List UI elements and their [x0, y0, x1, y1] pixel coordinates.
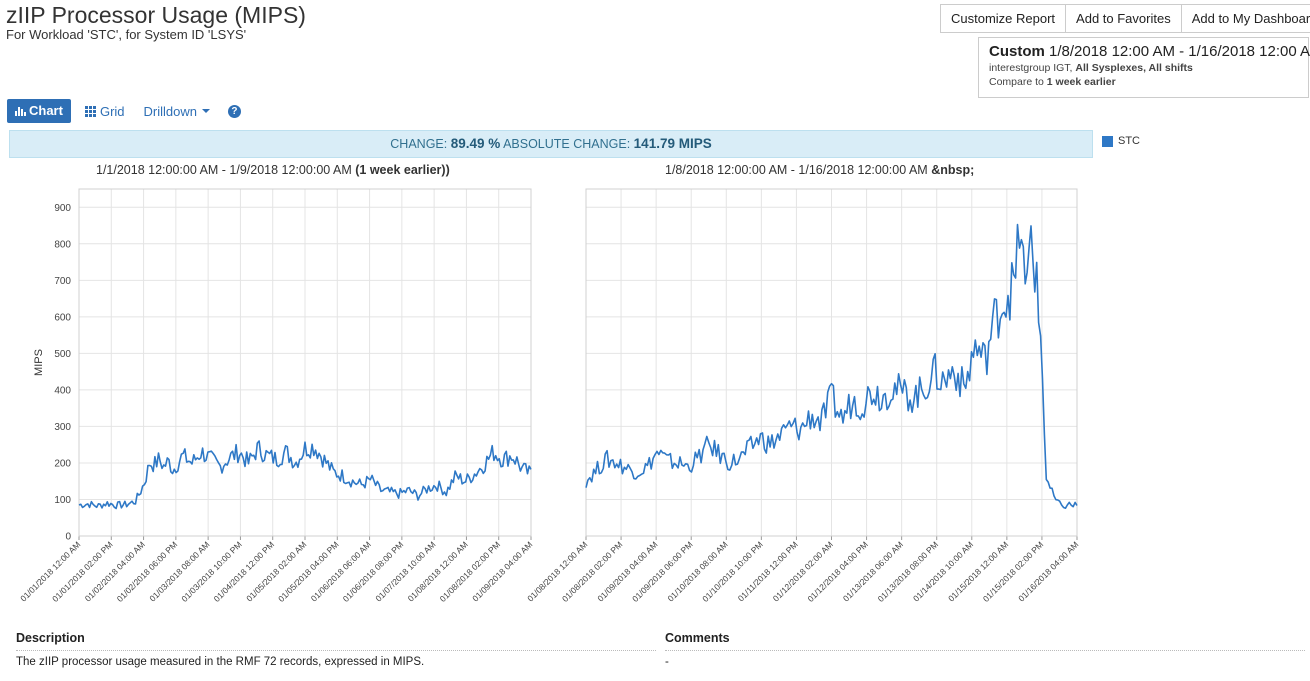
chart-view-label: Chart [29, 103, 63, 118]
x-tick-label: 01/08/2018 02:00 PM [438, 539, 503, 604]
grid-icon [84, 105, 96, 117]
x-tick-label: 01/07/2018 10:00 AM [373, 539, 437, 603]
x-tick-label: 01/05/2018 02:00 AM [244, 539, 308, 603]
y-axis-label: MIPS [33, 349, 45, 376]
description-divider [16, 650, 656, 651]
page-title: zIIP Processor Usage (MIPS) [6, 2, 306, 28]
date-range-box[interactable]: Custom 1/8/2018 12:00 AM - 1/16/2018 12:… [978, 37, 1310, 98]
y-tick-label: 900 [54, 203, 71, 214]
change-label: CHANGE: [390, 137, 448, 151]
x-tick-label: 01/09/2018 04:00 AM [595, 539, 659, 603]
x-tick-label: 01/16/2018 04:00 AM [1016, 539, 1080, 603]
legend-series-name: STC [1118, 135, 1140, 147]
range-compare-prefix: Compare to [989, 76, 1047, 88]
y-tick-label: 500 [54, 349, 71, 360]
y-tick-label: 200 [54, 458, 71, 469]
x-tick-label: 01/10/2018 10:00 PM [700, 539, 765, 604]
range-compare-bold: 1 week earlier [1046, 76, 1116, 88]
x-tick-label: 01/12/2018 04:00 PM [805, 539, 870, 604]
range-filter-prefix: interestgroup IGT, [989, 62, 1076, 74]
series-line-stc [78, 440, 532, 510]
description-text: The zIIP processor usage measured in the… [16, 656, 425, 668]
x-tick-label: 01/06/2018 06:00 AM [309, 539, 373, 603]
drilldown-dropdown[interactable]: Drilldown [144, 104, 210, 119]
grid-view-button[interactable]: Grid [84, 103, 125, 119]
x-tick-label: 01/05/2018 04:00 PM [276, 539, 341, 604]
x-tick-label: 01/08/2018 12:00 AM [525, 539, 589, 603]
y-tick-label: 700 [54, 276, 71, 287]
x-tick-label: 01/01/2018 12:00 AM [18, 539, 82, 603]
comments-text: - [665, 656, 669, 668]
legend-swatch [1102, 135, 1113, 147]
x-tick-label: 01/11/2018 12:00 PM [736, 539, 800, 603]
left-panel-title-range: 1/1/2018 12:00:00 AM - 1/9/2018 12:00:00… [96, 163, 356, 177]
y-tick-label: 600 [54, 312, 71, 323]
chart-legend[interactable]: STC [1102, 135, 1140, 147]
description-section: Description The zIIP processor usage mea… [10, 623, 1310, 681]
caret-down-icon [201, 109, 210, 113]
range-mode: Custom [989, 43, 1045, 60]
range-dates: 1/8/2018 12:00 AM - 1/16/2018 12:00 AM [1049, 43, 1310, 60]
left-panel-title: 1/1/2018 12:00:00 AM - 1/9/2018 12:00:00… [96, 163, 450, 177]
page-subtitle: For Workload 'STC', for System ID 'LSYS' [6, 27, 247, 42]
x-tick-label: 01/04/2018 12:00 PM [212, 539, 277, 604]
right-panel-title-range: 1/8/2018 12:00:00 AM - 1/16/2018 12:00:0… [665, 163, 932, 177]
help-icon[interactable]: ? [227, 104, 241, 118]
x-tick-label: 01/03/2018 10:00 PM [179, 539, 244, 604]
change-summary-bar: CHANGE: 89.49 % ABSOLUTE CHANGE: 141.79 … [9, 130, 1093, 158]
x-tick-label: 01/06/2018 08:00 PM [341, 539, 406, 604]
x-tick-label: 01/15/2018 02:00 PM [981, 539, 1046, 604]
comments-divider [665, 650, 1305, 651]
plot-frame [78, 188, 532, 537]
bar-chart-icon [15, 106, 26, 116]
grid-view-label: Grid [99, 103, 125, 119]
x-tick-label: 01/09/2018 04:00 AM [470, 539, 534, 603]
y-tick-label: 400 [54, 385, 71, 396]
plot-frame [585, 188, 1078, 537]
x-tick-label: 01/13/2018 08:00 PM [876, 539, 941, 604]
range-filter-bold: All Sysplexes, All shifts [1075, 62, 1193, 74]
right-panel-title-suffix: &nbsp; [931, 163, 975, 177]
drilldown-label: Drilldown [143, 103, 197, 119]
x-tick-label: 01/01/2018 02:00 PM [50, 539, 115, 604]
y-tick-label: 300 [54, 422, 71, 433]
y-tick-label: 100 [54, 495, 71, 506]
absolute-change-value: 141.79 MIPS [633, 136, 712, 151]
series-line-stc [585, 223, 1078, 510]
x-tick-label: 01/13/2018 06:00 AM [841, 539, 905, 603]
left-panel-title-suffix: (1 week earlier)) [355, 163, 450, 177]
add-to-dashboard-button[interactable]: Add to My Dashboard [1180, 4, 1310, 33]
y-tick-label: 800 [54, 239, 71, 250]
x-tick-label: 01/02/2018 04:00 AM [83, 539, 147, 603]
chart-view-button[interactable]: Chart [7, 99, 71, 123]
description-heading: Description [16, 631, 85, 645]
view-toolbar: Chart Grid Drilldown ? [7, 99, 241, 123]
y-tick-label: 0 [65, 532, 71, 543]
x-tick-label: 01/14/2018 10:00 AM [911, 539, 975, 603]
x-tick-label: 01/02/2018 06:00 PM [115, 539, 180, 604]
customize-report-button[interactable]: Customize Report [940, 4, 1067, 33]
absolute-change-label: ABSOLUTE CHANGE: [503, 137, 631, 151]
x-tick-label: 01/10/2018 08:00 AM [665, 539, 729, 603]
add-to-favorites-button[interactable]: Add to Favorites [1065, 4, 1182, 33]
x-tick-label: 01/09/2018 06:00 PM [630, 539, 695, 604]
x-tick-label: 01/08/2018 02:00 PM [560, 539, 625, 604]
x-tick-label: 01/03/2018 08:00 AM [147, 539, 211, 603]
comments-heading: Comments [665, 631, 730, 645]
report-actions: Customize Report Add to Favorites Add to… [940, 4, 1310, 33]
right-panel-title: 1/8/2018 12:00:00 AM - 1/16/2018 12:00:0… [665, 163, 974, 177]
x-tick-label: 01/15/2018 12:00 AM [946, 539, 1010, 603]
x-tick-label: 01/08/2018 12:00 AM [406, 539, 470, 603]
change-value: 89.49 % [450, 136, 501, 151]
x-tick-label: 01/12/2018 02:00 AM [771, 539, 835, 603]
